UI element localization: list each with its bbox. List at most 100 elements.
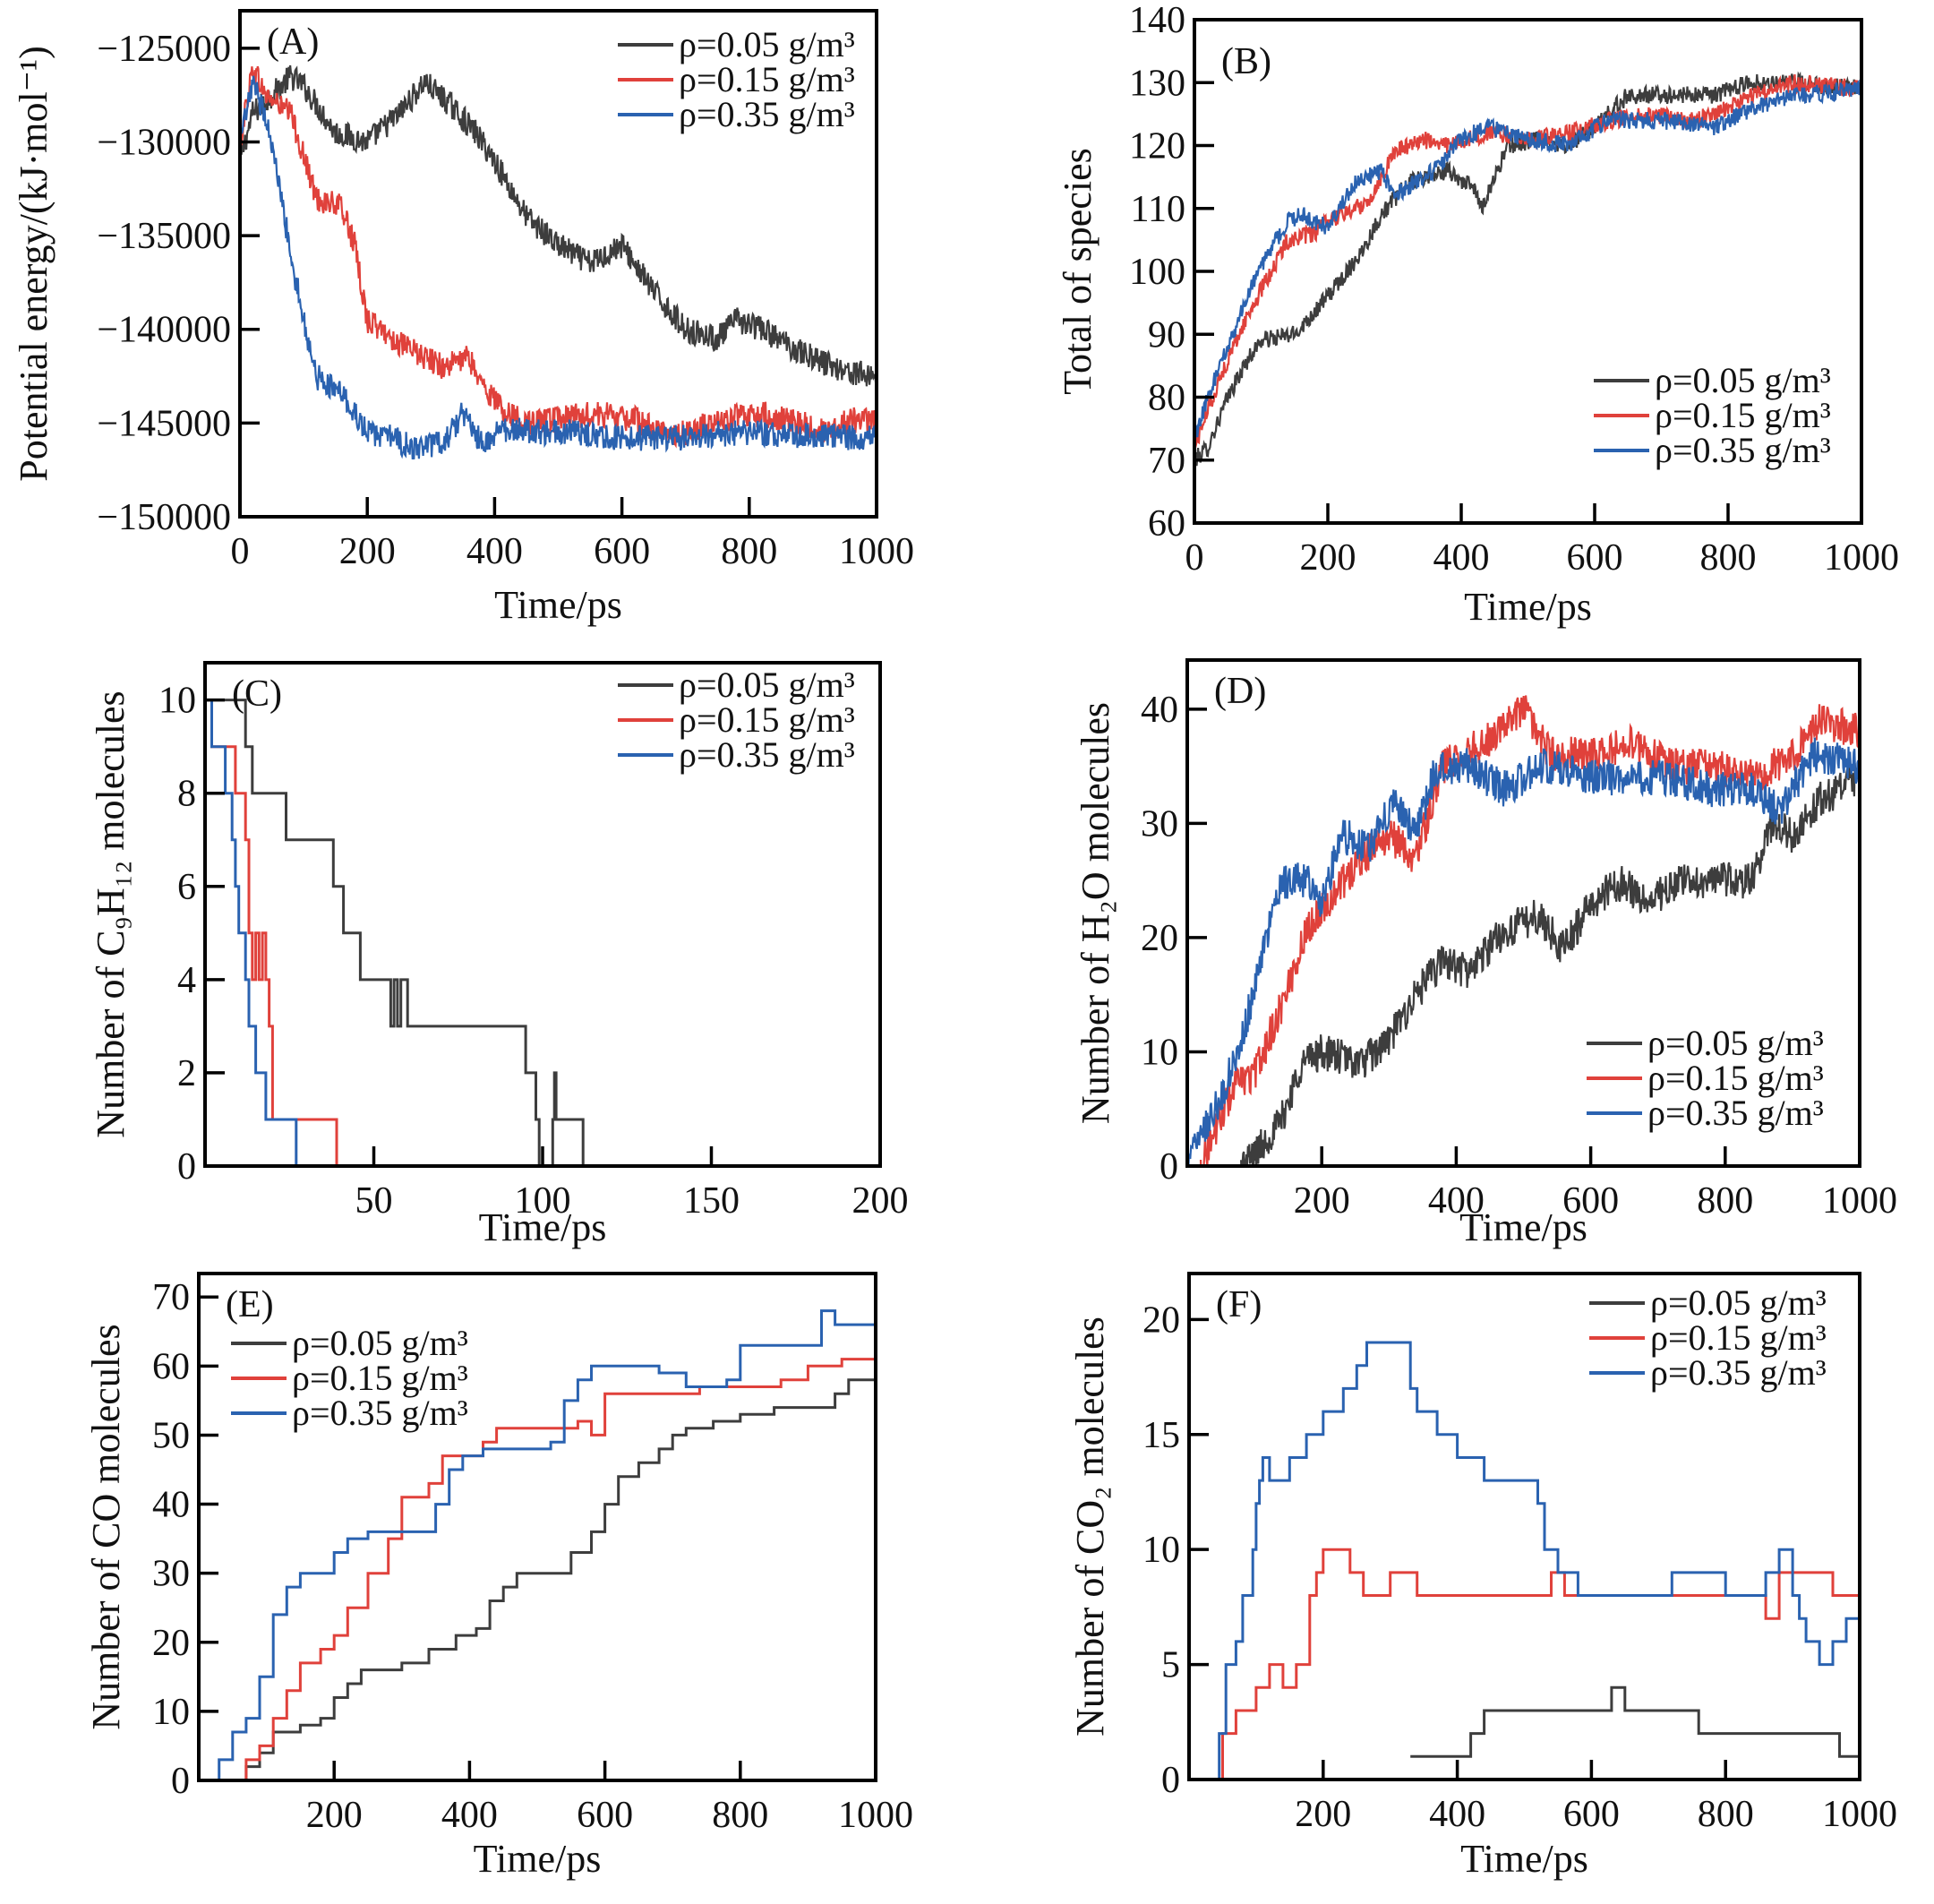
legend-entry: ρ=0.05 g/m³ xyxy=(1647,1023,1824,1063)
x-tick-label: 200 xyxy=(339,531,396,572)
y-tick-label: 4 xyxy=(177,960,196,1001)
y-tick-label: 2 xyxy=(177,1053,196,1094)
x-tick-label: 150 xyxy=(683,1180,740,1222)
x-tick-label: 800 xyxy=(712,1795,768,1836)
series-group xyxy=(1187,695,1860,1166)
y-tick-label: −135000 xyxy=(97,216,231,257)
y-tick-label: 8 xyxy=(177,774,196,815)
y-tick-label: 10 xyxy=(158,681,196,722)
y-tick-label: 120 xyxy=(1129,126,1185,167)
series-line-c-rho_015 xyxy=(205,699,880,1166)
legend-entry: ρ=0.15 g/m³ xyxy=(292,1358,468,1398)
y-tick-label: 10 xyxy=(152,1692,190,1733)
y-tick-label: 60 xyxy=(152,1346,190,1387)
legend-entry: ρ=0.35 g/m³ xyxy=(679,734,855,775)
x-axis-title: Time/ps xyxy=(1460,1837,1588,1881)
plot-frame xyxy=(238,9,878,519)
x-tick-label: 800 xyxy=(721,531,777,572)
y-tick-label: 110 xyxy=(1131,189,1185,230)
y-tick-label: 70 xyxy=(1148,441,1185,482)
y-tick-label: −150000 xyxy=(97,497,231,538)
legend-entry: ρ=0.15 g/m³ xyxy=(1650,1317,1827,1358)
series-line-b-rho_005 xyxy=(1194,71,1861,467)
x-tick-label: 1000 xyxy=(838,1795,913,1836)
plot-frame xyxy=(1185,658,1861,1168)
y-tick-label: 30 xyxy=(1141,803,1178,845)
series-line-b-rho_035 xyxy=(1194,79,1861,442)
series-line-d-rho_005 xyxy=(1240,763,1860,1166)
y-tick-label: 50 xyxy=(152,1415,190,1456)
y-axis-title: Number of C₉H₁₂ molecules xyxy=(89,690,133,1137)
series-line-e-rho_035 xyxy=(212,1309,876,1780)
series-group xyxy=(240,64,877,460)
series-line-f-rho_005 xyxy=(1410,1685,1860,1758)
y-tick-label: 140 xyxy=(1129,0,1185,41)
panel-label: (F) xyxy=(1216,1284,1262,1325)
x-tick-label: 50 xyxy=(355,1180,393,1222)
panel-label: (C) xyxy=(232,673,282,715)
x-tick-label: 600 xyxy=(1567,537,1623,579)
y-tick-label: 30 xyxy=(152,1554,190,1595)
x-tick-label: 400 xyxy=(441,1795,498,1836)
legend-entry: ρ=0.15 g/m³ xyxy=(679,699,855,740)
legend-entry: ρ=0.15 g/m³ xyxy=(679,59,855,99)
x-tick-label: 200 xyxy=(1294,1180,1350,1222)
y-axis-title: Number of H₂O molecules xyxy=(1074,702,1117,1124)
y-axis-title: Number of CO molecules xyxy=(84,1324,128,1729)
y-tick-label: 0 xyxy=(1161,1760,1180,1801)
legend-entry: ρ=0.35 g/m³ xyxy=(1647,1093,1824,1133)
y-axis-title: Number of CO₂ molecules xyxy=(1068,1317,1112,1737)
series-line-e-rho_015 xyxy=(232,1358,876,1780)
legend-entry: ρ=0.15 g/m³ xyxy=(1647,1058,1824,1098)
x-tick-label: 100 xyxy=(515,1180,571,1222)
x-tick-label: 0 xyxy=(231,531,250,572)
x-axis-title: Time/ps xyxy=(479,1205,607,1249)
y-tick-label: −145000 xyxy=(97,403,231,444)
x-tick-label: 600 xyxy=(1563,1794,1620,1835)
y-tick-label: 0 xyxy=(1160,1146,1178,1188)
series-line-d-rho_015 xyxy=(1199,695,1860,1166)
series-group xyxy=(212,1309,876,1780)
y-tick-label: 80 xyxy=(1148,378,1185,419)
x-tick-label: 1000 xyxy=(1822,1180,1897,1222)
y-tick-label: −125000 xyxy=(97,29,231,70)
series-line-f-rho_035 xyxy=(1216,1341,1860,1780)
y-tick-label: 70 xyxy=(152,1277,190,1318)
y-tick-label: 0 xyxy=(177,1146,196,1188)
panel-d: 0 10 20 30 40 200 400 600 800 1000 Time/ps Number o… xyxy=(1074,658,1897,1249)
x-tick-label: 600 xyxy=(594,531,650,572)
series-group xyxy=(1216,1341,1860,1780)
panel-label: (E) xyxy=(226,1284,274,1325)
y-tick-label: 20 xyxy=(1141,918,1178,959)
x-tick-label: 400 xyxy=(466,531,523,572)
legend-entry: ρ=0.05 g/m³ xyxy=(1655,360,1831,400)
series-group xyxy=(1194,71,1861,467)
series-line-e-rho_005 xyxy=(239,1373,876,1780)
x-tick-label: 800 xyxy=(1697,1180,1753,1222)
legend-entry: ρ=0.05 g/m³ xyxy=(1650,1282,1827,1323)
y-tick-label: 90 xyxy=(1148,314,1185,356)
plot-frame xyxy=(1187,1272,1861,1781)
x-axis-title: Time/ps xyxy=(1459,1205,1587,1249)
y-tick-label: 60 xyxy=(1148,503,1185,545)
legend-entry: ρ=0.35 g/m³ xyxy=(679,94,855,134)
panel-a: −150000 −145000 −140000 −135000 −130000 −1250… xyxy=(12,9,914,627)
x-tick-label: 600 xyxy=(577,1795,633,1836)
legend-entry: ρ=0.05 g/m³ xyxy=(292,1323,468,1363)
y-axis-title: Total of species xyxy=(1056,148,1100,395)
y-tick-label: 100 xyxy=(1129,252,1185,293)
x-axis-title: Time/ps xyxy=(1464,585,1592,629)
legend-entry: ρ=0.35 g/m³ xyxy=(292,1393,468,1433)
y-tick-label: 0 xyxy=(171,1761,190,1802)
legend: ρ=0.05 g/m³ρ=0.15 g/m³ρ=0.35 g/m³ xyxy=(1589,1282,1827,1393)
series-line-a-rho_005 xyxy=(240,64,877,387)
legend-entry: ρ=0.35 g/m³ xyxy=(1655,430,1831,470)
legend: ρ=0.05 g/m³ρ=0.15 g/m³ρ=0.35 g/m³ xyxy=(231,1323,468,1433)
x-tick-label: 400 xyxy=(1429,1794,1485,1835)
legend-entry: ρ=0.05 g/m³ xyxy=(679,665,855,705)
panels: −150000 −145000 −140000 −135000 −130000 −1250… xyxy=(12,0,1899,1881)
y-tick-label: 40 xyxy=(1141,690,1178,731)
panel-c: 0 2 4 6 8 10 50 100 150 200 Time/ps Number of C₉H₁₂… xyxy=(89,661,909,1249)
